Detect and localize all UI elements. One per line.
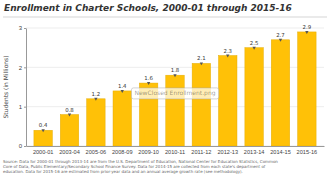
x-tick-label: 2010-11 [165, 149, 185, 155]
data-label: 0.8 [65, 107, 74, 113]
watermark-text: NewClosed Enrollment.png [134, 89, 215, 97]
bar-top-marker [226, 55, 229, 58]
chart: Enrollment in Charter Schools, 2000-01 t… [0, 0, 330, 188]
watermark-box [131, 88, 218, 99]
bar [34, 130, 52, 146]
x-tick: 2014-15 [270, 149, 291, 155]
bar [192, 63, 210, 146]
y-axis-title: Students (in Millions) [2, 55, 9, 118]
y-tick-label: 0 [19, 143, 23, 149]
grid-line [26, 28, 324, 29]
y-tick: 0 [19, 143, 26, 149]
data-label: 2.1 [197, 55, 206, 61]
y-tick: 2 [19, 65, 26, 71]
bar-top-marker [173, 74, 176, 77]
bar [113, 91, 131, 146]
bar-top-marker [94, 98, 97, 101]
x-tick-label: 2009-10 [138, 149, 159, 155]
bar-top-marker [279, 39, 282, 42]
x-tick-label: 2011-12 [191, 149, 211, 155]
data-label: 0.4 [39, 122, 48, 128]
y-axis-line [26, 29, 27, 147]
x-tick-label: 2005-06 [86, 149, 107, 155]
x-tick-label: 2013-14 [244, 149, 265, 155]
bar-top-marker [252, 47, 255, 50]
x-tick: 2005-06 [86, 149, 107, 155]
x-tick: 2000-01 [33, 149, 54, 155]
data-label: 2.3 [223, 48, 232, 54]
bar-top-marker [41, 129, 44, 132]
y-tick-mark [24, 107, 26, 108]
y-tick-mark [24, 146, 26, 147]
y-axis: 0 1 2 3 [19, 25, 27, 149]
x-axis: 2000-01 2003-04 2005-06 2008-09 2009-10 2010-… [27, 147, 325, 155]
x-tick-label: 2015-16 [297, 149, 318, 155]
bar [87, 99, 105, 146]
x-tick: 2012-13 [217, 149, 238, 155]
x-tick-label: 2008-09 [112, 149, 133, 155]
data-label: 2.7 [276, 32, 285, 38]
x-tick: 2003-04 [59, 149, 80, 155]
data-label: 1.2 [92, 91, 101, 97]
grid [26, 28, 324, 146]
x-tick: 2013-14 [244, 149, 265, 155]
bar [60, 115, 78, 146]
x-tick-label: 2000-01 [33, 149, 54, 155]
x-tick: 2011-12 [191, 149, 211, 155]
bar-top-marker [147, 82, 150, 85]
y-tick-mark [24, 28, 26, 29]
x-tick: 2009-10 [138, 149, 159, 155]
x-tick-label: 2012-13 [217, 149, 238, 155]
y-tick-mark [24, 67, 26, 68]
bar-top-marker [305, 31, 308, 34]
y-tick-label: 1 [19, 104, 23, 110]
data-label: 2.5 [250, 40, 259, 46]
plot-area [34, 31, 316, 146]
x-axis-line [27, 146, 325, 147]
data-label: 2.9 [303, 24, 312, 30]
bar [298, 32, 316, 146]
bar-top-marker [200, 62, 203, 65]
bar [271, 40, 289, 146]
y-tick-label: 3 [19, 25, 23, 31]
y-tick-label: 2 [19, 65, 23, 71]
y-tick: 3 [19, 25, 26, 31]
bar-top-marker [121, 90, 124, 93]
bar-top-marker [68, 114, 71, 117]
title: Enrollment in Charter Schools, 2000-01 t… [4, 3, 292, 13]
bar [245, 48, 263, 146]
x-tick-label: 2014-15 [270, 149, 291, 155]
data-labels: 0.4 0.8 1.2 1.4 1.6 1.8 2.1 2.3 2.5 2.7 2.9 [39, 24, 312, 128]
x-tick: 2008-09 [112, 149, 133, 155]
data-label: 1.6 [144, 75, 153, 81]
footnote: Source: Data for 2000-01 through 2013-14… [3, 159, 278, 174]
footnote-line: education. Data for 2015-16 are estimate… [3, 169, 243, 174]
x-tick-label: 2003-04 [59, 149, 80, 155]
x-tick: 2010-11 [165, 149, 185, 155]
data-label: 1.4 [118, 83, 127, 89]
x-tick: 2015-16 [297, 149, 318, 155]
watermark: NewClosed Enrollment.png [131, 88, 218, 99]
y-tick: 1 [19, 104, 26, 110]
title-rule [3, 17, 327, 18]
bar [219, 56, 237, 146]
data-label: 1.8 [171, 67, 180, 73]
bar [166, 75, 184, 146]
